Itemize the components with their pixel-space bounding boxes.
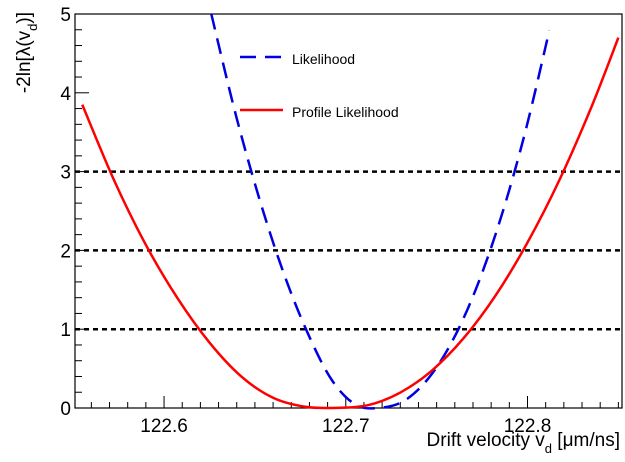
y-axis-title-tail: )] <box>14 12 35 24</box>
x-tick-labels: 122.6 122.7 122.8 <box>140 416 551 437</box>
y-tick-label: 1 <box>60 320 71 341</box>
likelihood-curve <box>210 13 551 410</box>
profile-likelihood-curve <box>81 37 620 410</box>
legend-label-profile-likelihood: Profile Likelihood <box>292 104 399 120</box>
y-axis-title: -2ln[λ(vd)] <box>14 12 40 93</box>
x-axis-title-subscript: d <box>545 441 552 456</box>
legend: Likelihood Profile Likelihood <box>240 51 399 120</box>
x-axis-title: Drift velocity vd [μm/ns] <box>427 430 620 456</box>
x-axis-title-unit: [μm/ns] <box>552 430 620 451</box>
x-tick-label: 122.6 <box>140 416 188 437</box>
y-tick-label: 2 <box>60 241 71 262</box>
y-axis-title-subscript: d <box>25 24 40 31</box>
x-tick-label: 122.7 <box>322 416 370 437</box>
y-axis-title-main: -2ln[λ(v <box>14 30 35 93</box>
reference-lines <box>75 170 622 331</box>
y-tick-label: 5 <box>60 5 71 26</box>
y-tick-label: 0 <box>60 399 71 420</box>
x-axis-title-main: Drift velocity v <box>427 430 546 451</box>
legend-label-likelihood: Likelihood <box>292 51 355 67</box>
y-tick-labels: 0 1 2 3 4 5 <box>60 5 71 420</box>
x-tick-label: 122.8 <box>504 416 552 437</box>
y-tick-label: 4 <box>60 84 71 105</box>
curves <box>81 13 620 410</box>
minor-ticks <box>75 13 619 409</box>
y-tick-label: 3 <box>60 163 71 184</box>
